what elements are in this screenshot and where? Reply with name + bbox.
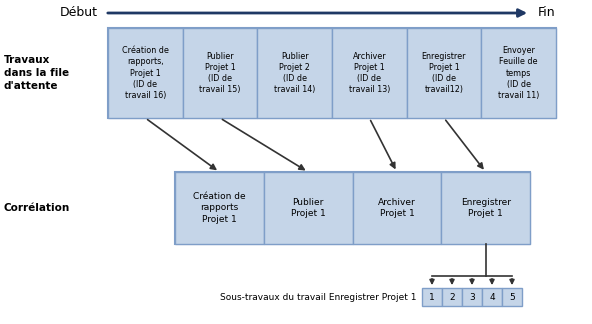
Bar: [502, 288, 522, 306]
Text: Publier
Projet 1: Publier Projet 1: [291, 198, 326, 218]
Text: Fin: Fin: [538, 6, 556, 19]
Text: 2: 2: [449, 293, 455, 302]
Text: Enregistrer
Projet 1: Enregistrer Projet 1: [461, 198, 511, 218]
Text: 1: 1: [429, 293, 435, 302]
Bar: [407, 28, 481, 118]
Bar: [332, 28, 407, 118]
Bar: [183, 28, 258, 118]
Bar: [264, 172, 352, 244]
Bar: [175, 172, 530, 244]
Text: 5: 5: [509, 293, 515, 302]
Bar: [108, 28, 556, 118]
Bar: [352, 172, 441, 244]
Text: Travaux
dans la file
d'attente: Travaux dans la file d'attente: [4, 55, 69, 91]
Text: Début: Début: [60, 6, 98, 19]
Bar: [441, 172, 530, 244]
Bar: [442, 288, 462, 306]
Bar: [258, 28, 332, 118]
Text: Publier
Projet 1
(ID de
travail 15): Publier Projet 1 (ID de travail 15): [200, 52, 241, 94]
Bar: [482, 288, 502, 306]
Text: Archiver
Projet 1: Archiver Projet 1: [378, 198, 416, 218]
Text: Création de
rapports
Projet 1: Création de rapports Projet 1: [193, 192, 246, 224]
Text: Archiver
Projet 1
(ID de
travail 13): Archiver Projet 1 (ID de travail 13): [349, 52, 390, 94]
Text: Corrélation: Corrélation: [4, 203, 70, 213]
Text: Sous-travaux du travail Enregistrer Projet 1: Sous-travaux du travail Enregistrer Proj…: [220, 293, 416, 302]
Bar: [175, 172, 264, 244]
Bar: [422, 288, 442, 306]
Text: Création de
rapports,
Projet 1
(ID de
travail 16): Création de rapports, Projet 1 (ID de tr…: [122, 46, 169, 100]
Bar: [481, 28, 556, 118]
Text: Publier
Projet 2
(ID de
travail 14): Publier Projet 2 (ID de travail 14): [274, 52, 316, 94]
Text: 4: 4: [489, 293, 495, 302]
Text: 3: 3: [469, 293, 475, 302]
Text: Enregistrer
Projet 1
(ID de
travail12): Enregistrer Projet 1 (ID de travail12): [422, 52, 466, 94]
Bar: [462, 288, 482, 306]
Bar: [108, 28, 183, 118]
Text: Envoyer
Feuille de
temps
(ID de
travail 11): Envoyer Feuille de temps (ID de travail …: [498, 46, 539, 100]
